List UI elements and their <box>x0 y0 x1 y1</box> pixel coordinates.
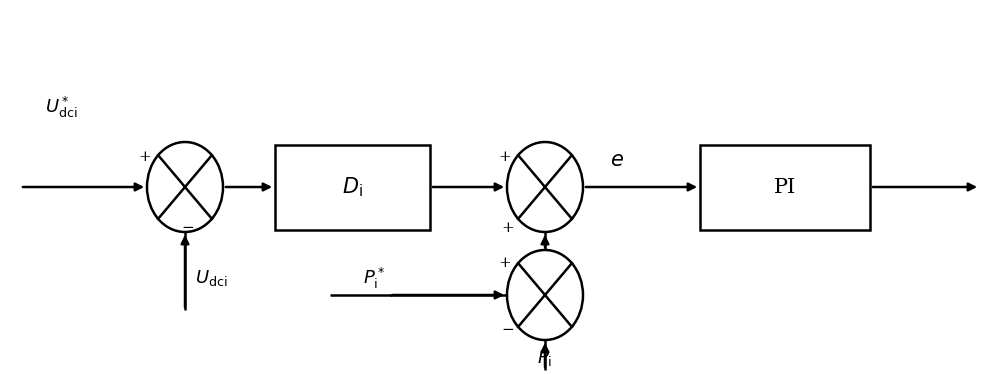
Text: −: − <box>502 323 514 337</box>
Text: $P^*_{\mathrm{i}}$: $P^*_{\mathrm{i}}$ <box>363 266 385 291</box>
Text: $e$: $e$ <box>610 150 624 169</box>
Bar <box>700 145 870 230</box>
Text: +: + <box>499 150 511 164</box>
Text: $D_{\mathrm{i}}$: $D_{\mathrm{i}}$ <box>342 175 362 199</box>
Text: PI: PI <box>774 178 796 196</box>
Text: +: + <box>499 256 511 270</box>
Text: $U^*_{\mathrm{dci}}$: $U^*_{\mathrm{dci}}$ <box>45 95 78 120</box>
Text: +: + <box>139 150 151 164</box>
Text: −: − <box>182 221 194 235</box>
Bar <box>275 145 430 230</box>
Text: $P_{\mathrm{i}}$: $P_{\mathrm{i}}$ <box>537 348 553 368</box>
Text: $U_{\mathrm{dci}}$: $U_{\mathrm{dci}}$ <box>195 268 228 288</box>
Text: +: + <box>502 221 514 235</box>
